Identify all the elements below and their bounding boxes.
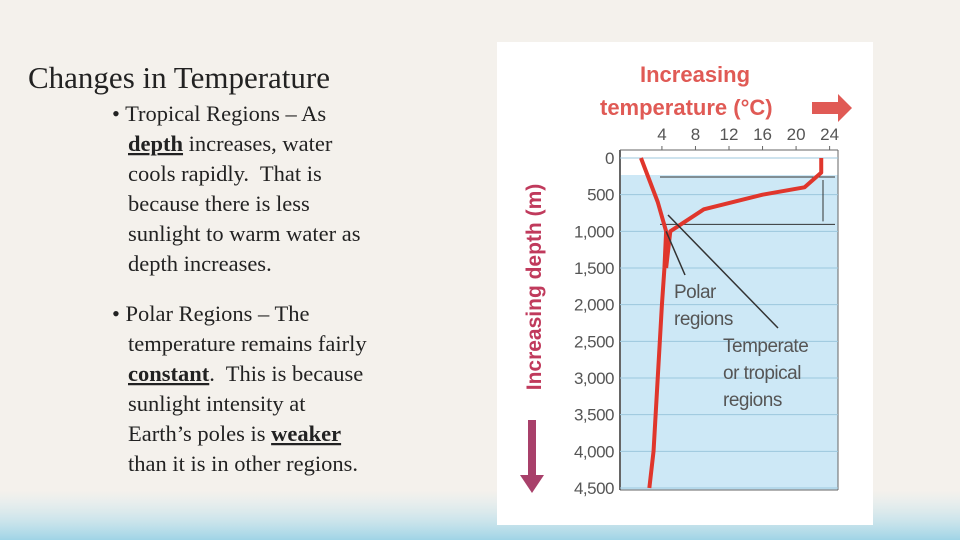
y-label: Increasing depth (m) <box>523 184 546 391</box>
bullet-line: cools rapidly. That is <box>128 161 322 186</box>
text-run: constant <box>128 361 210 386</box>
x-tick-label: 8 <box>691 125 700 144</box>
text-run: sunlight intensity at <box>128 391 306 416</box>
bullet-line: than it is in other regions. <box>128 451 358 476</box>
x-tick-label: 24 <box>820 125 839 144</box>
slide-body: • Tropical Regions – As depth increases, … <box>112 101 367 476</box>
y-tick-label: 500 <box>587 186 614 205</box>
text-run: weaker <box>271 421 341 446</box>
curve <box>639 157 669 489</box>
text-run: temperature remains fairly <box>128 331 367 356</box>
y-tick-label: 4,000 <box>574 442 614 461</box>
x-tick-label: 20 <box>787 125 806 144</box>
bullet-line: constant. This is because <box>128 361 363 386</box>
x-label: Increasing <box>640 62 750 87</box>
y-tick-label: 3,500 <box>574 406 614 425</box>
bullet-line: depth increases, water <box>128 131 333 156</box>
figure: 4 8 12 16 20 24 0 500 1,000 1,500 2,000 2,500 3,000 3… <box>520 62 852 498</box>
water <box>620 175 838 490</box>
bullet-line: depth increases. <box>128 251 272 276</box>
text-run: cools rapidly. That is <box>128 161 322 186</box>
text-run: • Polar Regions – The <box>112 301 309 326</box>
bullet-line: • Tropical Regions – As <box>112 101 326 126</box>
bullet-line: temperature remains fairly <box>128 331 367 356</box>
text-run: . This is because <box>209 361 363 386</box>
bullet-line: sunlight to warm water as <box>128 221 360 246</box>
leader-line <box>667 214 779 329</box>
slide-title: Changes in Temperature <box>28 60 330 95</box>
x-arrow <box>812 94 852 122</box>
text-run: than it is in other regions. <box>128 451 358 476</box>
x-tick-label: 16 <box>753 125 772 144</box>
bullet-line: sunlight intensity at <box>128 391 306 416</box>
bullet-line: Earth’s poles is weaker <box>128 421 341 446</box>
x-tick-label: 12 <box>720 125 739 144</box>
bullet-line: • Polar Regions – The <box>112 301 309 326</box>
annotation: Temperate <box>723 336 808 357</box>
text-run: Earth’s poles is <box>128 421 271 446</box>
leader-line <box>665 231 686 276</box>
text-run: because there is less <box>128 191 310 216</box>
annotation: regions <box>723 390 782 411</box>
annotation: Polar <box>674 282 717 303</box>
y-tick-label: 3,000 <box>574 369 614 388</box>
y-tick-label: 1,500 <box>574 259 614 278</box>
bullet-line: because there is less <box>128 191 310 216</box>
y-tick-label: 2,500 <box>574 332 614 351</box>
x-tick-label: 4 <box>657 125 666 144</box>
x-label: temperature (°C) <box>600 95 773 120</box>
text-run: depth increases. <box>128 251 272 276</box>
y-tick-label: 1,000 <box>574 222 614 241</box>
annotation: regions <box>674 309 733 330</box>
text-run: increases, water <box>183 131 333 156</box>
curve <box>664 158 824 269</box>
text-run: sunlight to warm water as <box>128 221 360 246</box>
annotation: or tropical <box>723 363 801 384</box>
y-tick-label: 0 <box>605 149 614 168</box>
y-arrow-head <box>520 475 544 493</box>
text-run: • Tropical Regions – As <box>112 101 326 126</box>
text-run: depth <box>128 131 184 156</box>
y-tick-label: 4,500 <box>574 479 614 498</box>
y-tick-label: 2,000 <box>574 296 614 315</box>
